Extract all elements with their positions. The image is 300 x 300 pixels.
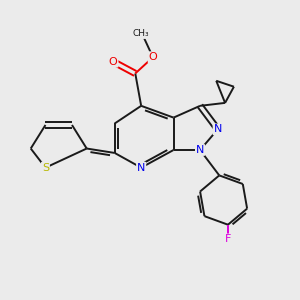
Text: CH₃: CH₃ [133, 29, 149, 38]
Text: O: O [148, 52, 157, 62]
Text: F: F [225, 234, 231, 244]
Text: N: N [214, 124, 222, 134]
Text: S: S [42, 163, 49, 173]
Text: N: N [137, 163, 146, 173]
Text: N: N [196, 145, 204, 155]
Text: O: O [109, 57, 118, 67]
